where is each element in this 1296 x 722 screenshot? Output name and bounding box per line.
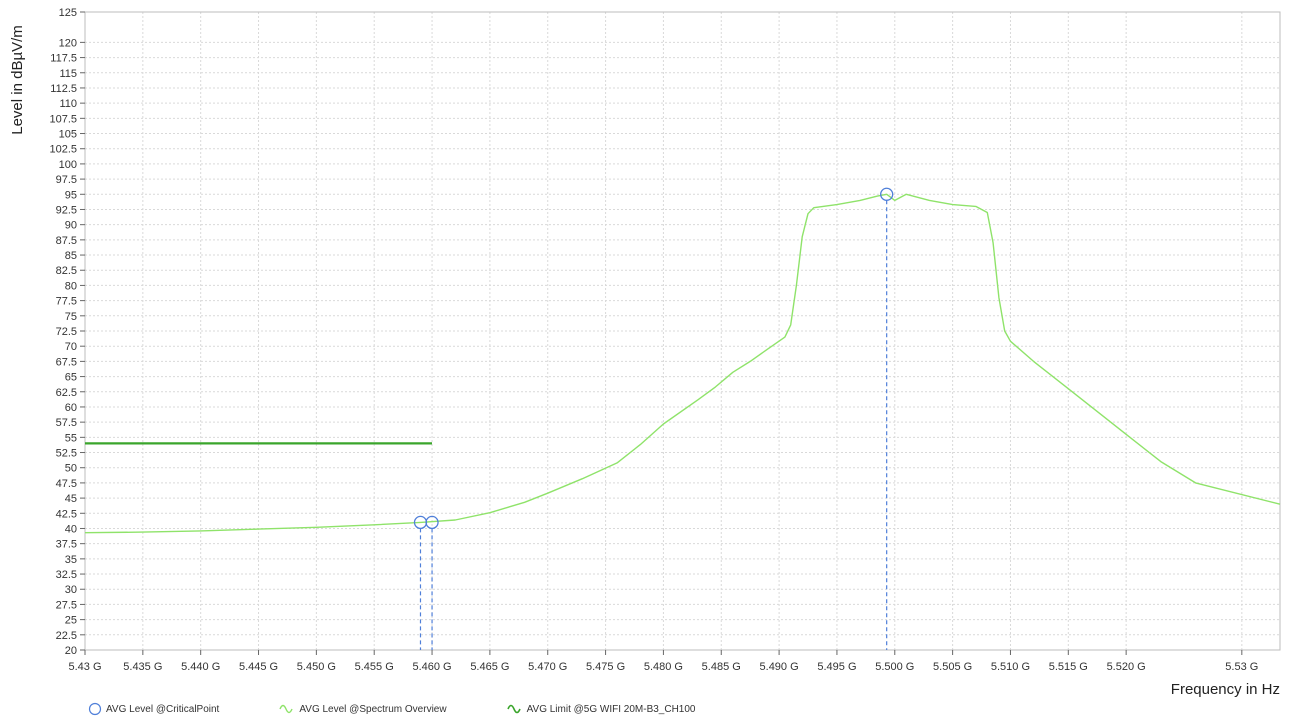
series-layer (84, 193, 1281, 534)
legend-item-critical-point: AVG Level @CriticalPoint (88, 702, 219, 716)
x-tick-label: 5.490 G (760, 661, 799, 673)
y-tick-label: 85 (65, 250, 77, 262)
legend-label: AVG Level @CriticalPoint (106, 703, 220, 715)
y-tick-label: 117.5 (50, 53, 77, 65)
x-tick-label: 5.510 G (991, 661, 1030, 673)
x-tick-label: 5.500 G (875, 661, 914, 673)
x-tick-label: 5.435 G (123, 661, 162, 673)
critical-points (413, 187, 894, 650)
x-tick-label: 5.450 G (297, 661, 336, 673)
y-tick-label: 90 (65, 220, 77, 232)
light-green-wave-icon (279, 704, 293, 714)
legend-label: AVG Level @Spectrum Overview (299, 703, 447, 715)
critical-point-marker (425, 515, 439, 530)
grid (84, 11, 1280, 651)
spectrum-chart: 20 22.5 25 27.5 30 32.5 35 37.5 40 42.5 45 47.5 50 52… (9, 7, 1281, 698)
y-tick-label: 82.5 (56, 265, 77, 277)
x-tick-label: 5.53 G (1225, 661, 1258, 673)
y-tick-label: 107.5 (49, 113, 77, 125)
y-tick-label: 32.5 (56, 569, 77, 581)
x-tick-label: 5.520 G (1107, 661, 1146, 673)
x-tick-label: 5.460 G (412, 661, 451, 673)
x-tick-label: 5.445 G (239, 661, 278, 673)
y-tick-label: 112.5 (50, 83, 77, 95)
y-tick-label: 20 (65, 645, 77, 657)
y-tick-label: 87.5 (56, 235, 77, 247)
x-tick-label: 5.43 G (68, 661, 101, 673)
legend-label: AVG Limit @5G WIFI 20M-B3_CH100 (526, 703, 696, 715)
y-tick-label: 22.5 (56, 630, 77, 642)
dark-green-wave-icon (506, 704, 521, 714)
x-tick-label: 5.455 G (355, 661, 394, 673)
y-tick-label: 120 (59, 37, 77, 49)
x-tick-label: 5.485 G (702, 661, 741, 673)
y-tick-label: 35 (65, 554, 77, 566)
y-tick-label: 125 (59, 7, 77, 19)
circle-marker-icon (88, 702, 102, 716)
x-tick-label: 5.440 G (181, 661, 220, 673)
y-tick-label: 45 (65, 493, 77, 505)
legend-item-spectrum-overview: AVG Level @Spectrum Overview (279, 703, 447, 715)
y-tick-label: 110 (59, 98, 77, 110)
legend: AVG Level @CriticalPoint AVG Level @Spec… (88, 702, 756, 716)
y-tick-label: 75 (65, 311, 77, 323)
x-tick-label: 5.465 G (470, 661, 509, 673)
y-tick-label: 77.5 (56, 296, 77, 308)
y-tick-label: 67.5 (56, 356, 77, 368)
y-tick-label: 80 (65, 280, 77, 292)
y-tick-label: 65 (65, 372, 77, 384)
x-tick-label: 5.495 G (817, 661, 856, 673)
x-tick-label: 5.475 G (586, 661, 625, 673)
y-tick-label: 47.5 (56, 478, 77, 490)
x-tick-label: 5.480 G (644, 661, 683, 673)
y-tick-label: 70 (65, 341, 77, 353)
y-tick-label: 25 (65, 615, 77, 627)
y-tick-label: 40 (65, 523, 77, 535)
y-tick-label: 27.5 (56, 599, 77, 611)
legend-item-avg-limit: AVG Limit @5G WIFI 20M-B3_CH100 (506, 703, 696, 715)
y-tick-label: 50 (65, 463, 77, 475)
y-tick-label: 37.5 (56, 539, 77, 551)
y-tick-label: 30 (65, 584, 77, 596)
y-axis-label: Level in dBµV/m (9, 25, 26, 135)
y-tick-label: 42.5 (56, 508, 77, 520)
critical-point-marker (880, 187, 894, 201)
y-tick-label: 92.5 (56, 204, 77, 216)
y-tick-label: 72.5 (56, 326, 77, 338)
y-tick-label: 115 (59, 68, 77, 80)
spectrum-overview-line (84, 193, 1281, 534)
x-tick-label: 5.515 G (1049, 661, 1088, 673)
y-tick-label: 52.5 (56, 448, 77, 460)
y-tick-label: 105 (59, 129, 77, 141)
y-tick-label: 55 (65, 432, 77, 444)
y-tick-label: 100 (59, 159, 77, 171)
y-tick-label: 60 (65, 402, 77, 414)
y-tick-label: 62.5 (56, 387, 77, 399)
y-tick-label: 95 (65, 189, 77, 201)
y-axis-ticks: 20 22.5 25 27.5 30 32.5 35 37.5 40 42.5 45 47.5 50 52… (49, 7, 85, 657)
x-axis-label: Frequency in Hz (1171, 681, 1280, 698)
x-tick-label: 5.470 G (528, 661, 567, 673)
y-tick-label: 102.5 (49, 144, 77, 156)
x-axis-ticks: 5.43 G 5.435 G 5.440 G 5.445 G 5.450 G 5.455 … (68, 650, 1258, 673)
y-tick-label: 97.5 (56, 174, 77, 186)
x-tick-label: 5.505 G (933, 661, 972, 673)
y-tick-label: 57.5 (56, 417, 77, 429)
